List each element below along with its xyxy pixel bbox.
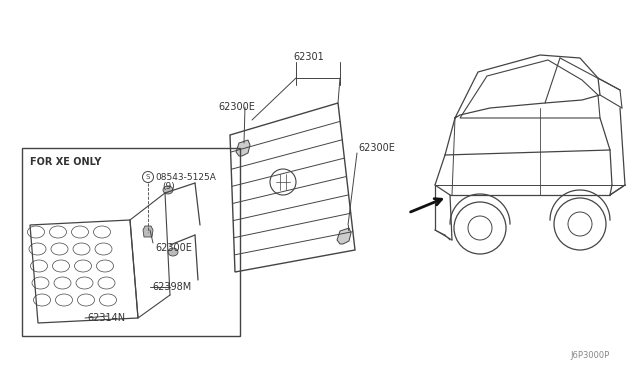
Text: (9): (9) [162,182,175,190]
Polygon shape [337,228,351,244]
Text: S: S [146,174,150,180]
Text: 62300E: 62300E [358,143,395,153]
Text: 08543-5125A: 08543-5125A [155,173,216,182]
Text: 62300E: 62300E [218,102,255,112]
Text: 62300E: 62300E [155,243,192,253]
Text: 62301: 62301 [293,52,324,62]
Polygon shape [236,140,250,156]
Polygon shape [143,226,153,237]
Ellipse shape [163,186,173,194]
Text: 62398M: 62398M [152,282,191,292]
Text: J6P3000P: J6P3000P [570,350,609,359]
Bar [22,148,240,336]
Text: 62314N: 62314N [87,313,125,323]
Text: FOR XE ONLY: FOR XE ONLY [30,157,101,167]
Ellipse shape [168,248,178,256]
